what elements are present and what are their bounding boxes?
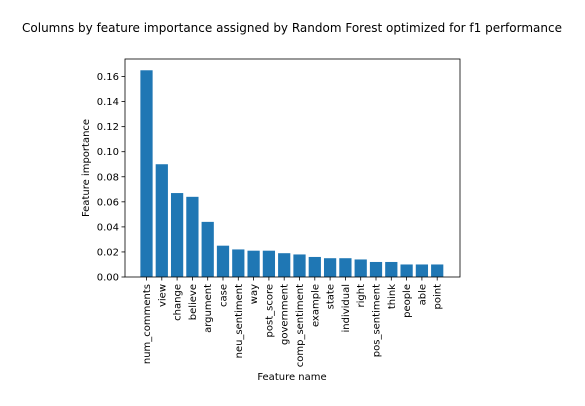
bar-people (400, 264, 413, 277)
bar-right (354, 259, 367, 277)
chart-title: Columns by feature importance assigned b… (22, 21, 562, 35)
x-tick-label: post_score (264, 284, 275, 337)
bar-post_score (262, 250, 276, 277)
x-tick-label: case (219, 284, 230, 307)
plot-frame (124, 58, 461, 278)
x-tick-label: right (356, 284, 367, 308)
x-tick-label: num_comments (142, 284, 153, 364)
x-tick-label: example (310, 284, 321, 327)
x-tick-label: government (280, 284, 291, 345)
x-tick-label: individual (341, 284, 352, 333)
x-tick-label: people (402, 284, 413, 318)
bar-believe (186, 196, 199, 277)
x-tick-label: argument (203, 284, 214, 333)
bar-think (385, 261, 398, 277)
x-tick-label: point (433, 284, 444, 310)
x-axis-label: Feature name (257, 372, 326, 383)
x-tick-label: state (326, 284, 337, 309)
x-tick-label: comp_sentiment (295, 284, 306, 367)
bar-point (431, 264, 444, 277)
bar-pos_sentiment (369, 261, 383, 277)
bar-government (278, 253, 291, 277)
y-tick-label: 0.02 (97, 247, 119, 258)
bar-comp_sentiment (293, 254, 306, 277)
x-tick-label: pos_sentiment (372, 284, 383, 357)
bar-able (415, 264, 429, 277)
y-tick-label: 0.08 (97, 172, 119, 183)
y-tick-label: 0.04 (97, 222, 119, 233)
x-tick-label: able (417, 284, 428, 305)
x-tick-label: change (173, 284, 184, 321)
y-tick-label: 0.14 (97, 97, 119, 108)
bar-neu_sentiment (232, 249, 245, 277)
bar-state (323, 258, 337, 277)
bar-example (308, 256, 321, 277)
bar-argument (201, 221, 214, 277)
x-tick-label: believe (188, 284, 199, 320)
x-tick-label: think (387, 284, 398, 309)
plot-area: 0.00 0.02 0.04 0.06 0.08 0.10 0.12 0.14 0.16 num_… (97, 58, 461, 367)
y-axis-label: Feature importance (81, 119, 92, 217)
bar-num_comments (140, 70, 153, 277)
y-tick-label: 0.12 (97, 122, 119, 133)
x-tick-label: view (157, 284, 168, 307)
bar-change (170, 193, 184, 277)
x-tick-label: neu_sentiment (234, 284, 245, 358)
bar-case (216, 245, 230, 277)
y-tick-label: 0.00 (97, 273, 119, 284)
bar-view (155, 164, 168, 277)
y-tick-label: 0.10 (97, 147, 119, 158)
y-tick-label: 0.06 (97, 197, 119, 208)
x-tick-label: way (249, 284, 260, 304)
bar-way (247, 250, 260, 277)
bar-individual (339, 258, 352, 277)
y-tick-label: 0.16 (97, 72, 119, 83)
